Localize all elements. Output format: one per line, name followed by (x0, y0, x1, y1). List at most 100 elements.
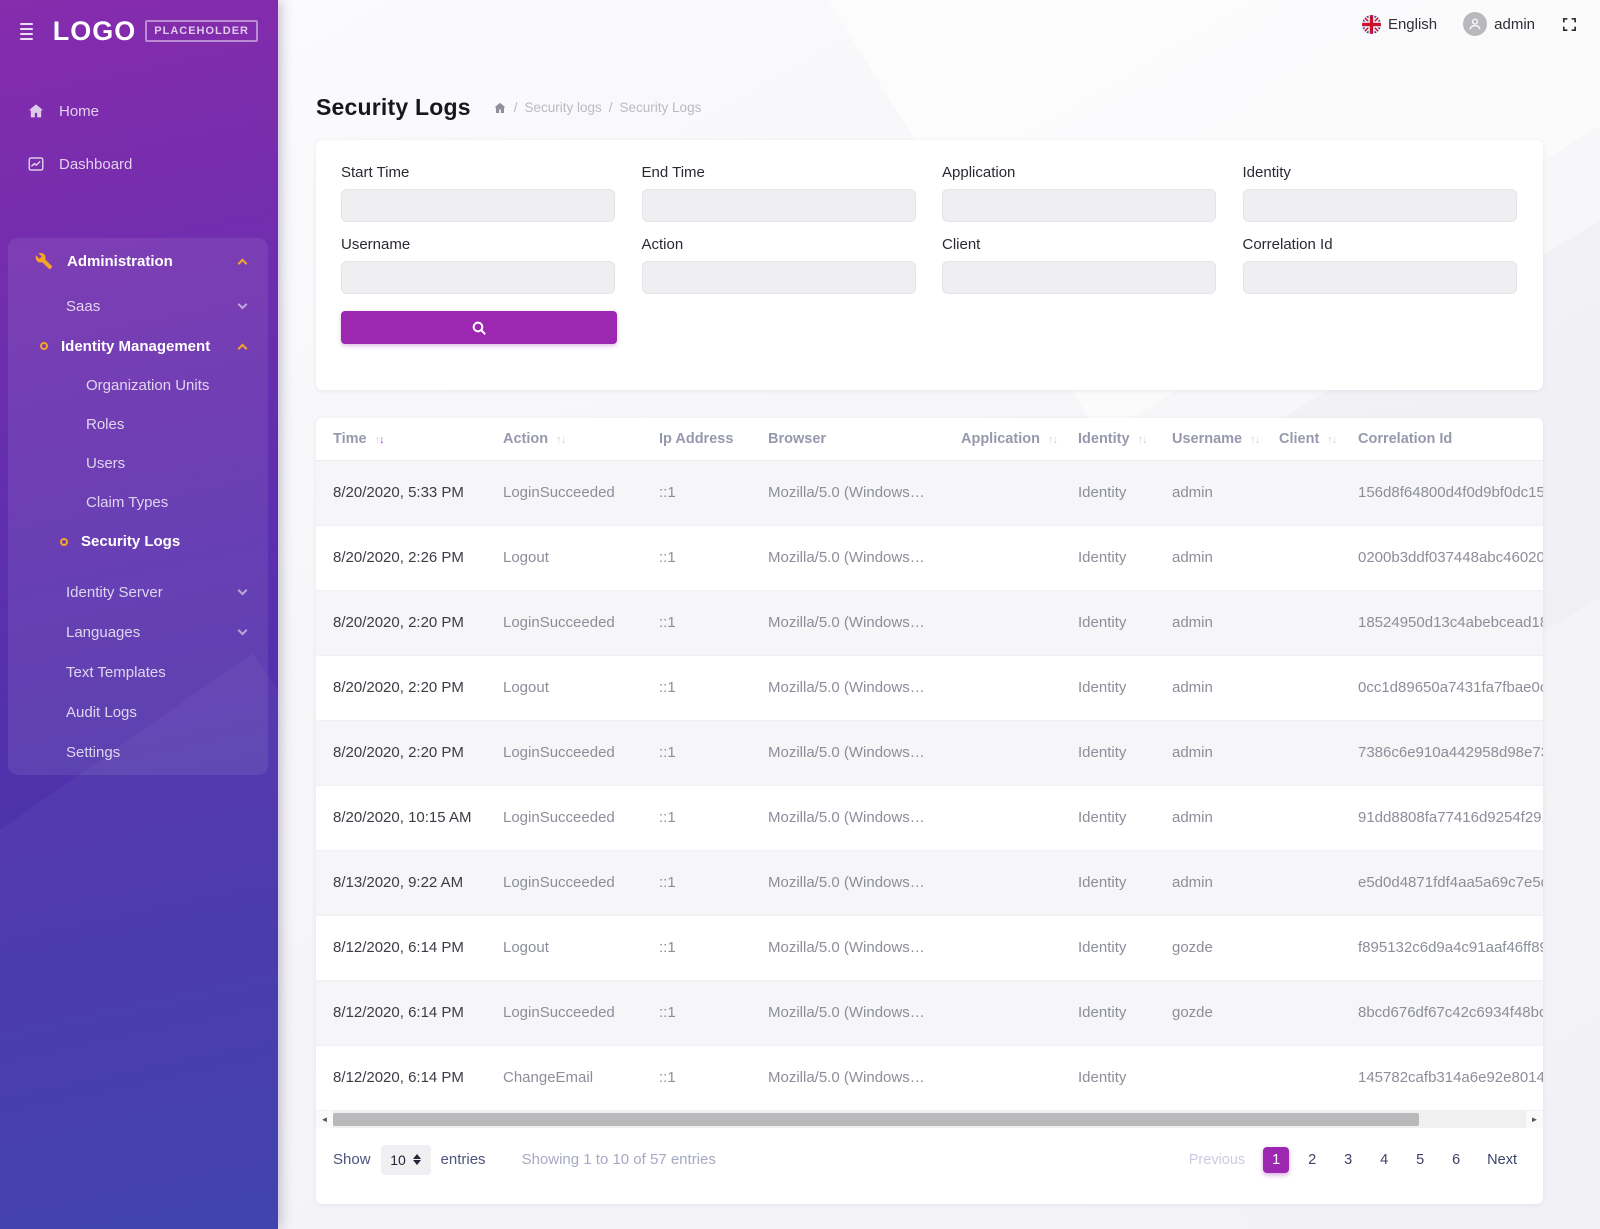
cell-client (1262, 1045, 1341, 1111)
column-header-correlation-id: Correlation Id (1341, 418, 1543, 461)
wrench-icon (34, 251, 54, 271)
table-row: 8/20/2020, 2:20 PM Logout::1 Mozilla/5.0 (… (316, 655, 1543, 721)
column-header-action[interactable]: Action ↑ ↓ (486, 418, 642, 461)
cell-application (944, 590, 1061, 656)
username-label: admin (1494, 15, 1535, 33)
filter-field-action: Action (641, 236, 916, 294)
table-row: 8/20/2020, 2:20 PM LoginSucceeded::1 Mozil… (316, 590, 1543, 656)
scrollbar-right-arrow-icon[interactable]: ► (1530, 1114, 1539, 1124)
cell-action: Logout (486, 525, 642, 591)
cell-username: gozde (1155, 980, 1262, 1046)
cell-correlation-id: 8bcd676df67c42c6934f48bcd676 (1341, 980, 1543, 1046)
page-button-4[interactable]: 4 (1380, 1151, 1389, 1168)
horizontal-scrollbar: ◄ ► (316, 1110, 1543, 1128)
next-page-button[interactable]: Next (1487, 1151, 1517, 1168)
logo[interactable]: LOGO (52, 15, 137, 46)
cell-correlation-id: 156d8f64800d4f0d9bf0dc156d8f (1341, 460, 1543, 526)
home-breadcrumb-icon[interactable] (493, 101, 507, 115)
username-input[interactable] (341, 261, 615, 294)
filter-field-username: Username (341, 236, 615, 294)
sidebar-item-text-templates[interactable]: Text Templates (8, 652, 268, 692)
language-selector[interactable]: English (1361, 14, 1437, 34)
column-header-browser: Browser (751, 418, 944, 461)
cell-client (1262, 850, 1341, 916)
column-header-identity[interactable]: Identity ↑ ↓ (1061, 418, 1155, 461)
search-button[interactable] (341, 311, 617, 344)
page-button-2[interactable]: 2 (1308, 1151, 1317, 1168)
hamburger-menu-icon[interactable] (20, 22, 33, 40)
page-button-5[interactable]: 5 (1416, 1151, 1425, 1168)
sidebar-item-roles[interactable]: Roles (8, 405, 268, 444)
cell-action: LoginSucceeded (486, 785, 642, 851)
end-time-input[interactable] (641, 189, 916, 222)
column-header-username[interactable]: Username ↑ ↓ (1155, 418, 1262, 461)
cell-application (944, 720, 1061, 786)
sidebar-item-label: Identity Server (66, 583, 163, 601)
table-row: 8/20/2020, 2:20 PM LoginSucceeded::1 Mozil… (316, 720, 1543, 786)
cell-browser: Mozilla/5.0 (Windows… (751, 460, 944, 526)
pagination: Previous 1 2 3 4 5 6 Next (1188, 1146, 1517, 1173)
sidebar-item-claim-types[interactable]: Claim Types (8, 483, 268, 522)
cell-browser: Mozilla/5.0 (Windows… (751, 785, 944, 851)
cell-time: 8/13/2020, 9:22 AM (316, 850, 486, 916)
column-header-application[interactable]: Application ↑ ↓ (944, 418, 1061, 461)
cell-action: Logout (486, 655, 642, 721)
sidebar-item-identity-management[interactable]: Identity Management (8, 326, 268, 366)
sidebar-item-label: Users (86, 455, 126, 472)
breadcrumb: / Security logs / Security Logs (493, 100, 702, 115)
scrollbar-thumb[interactable] (333, 1112, 1419, 1126)
user-menu[interactable]: admin (1463, 12, 1535, 36)
table-row: 8/12/2020, 6:14 PM ChangeEmail::1 Mozilla/… (316, 1045, 1543, 1111)
start-time-input[interactable] (341, 189, 615, 222)
sidebar-item-saas[interactable]: Saas (8, 286, 268, 326)
previous-page-button[interactable]: Previous (1188, 1151, 1246, 1168)
sidebar-item-administration[interactable]: Administration (8, 240, 268, 282)
cell-identity: Identity (1061, 1045, 1155, 1111)
sidebar-item-audit-logs[interactable]: Audit Logs (8, 692, 268, 732)
breadcrumb-item[interactable]: Security Logs (619, 100, 702, 115)
page-size-select[interactable]: 10 (380, 1144, 431, 1175)
sidebar: LOGO PLACEHOLDER Home Dashboard Administ… (0, 0, 278, 1229)
sidebar-item-settings[interactable]: Settings (8, 732, 268, 772)
table-row: 8/12/2020, 6:14 PM LoginSucceeded::1 Mozil… (316, 980, 1543, 1046)
cell-correlation-id: f895132c6d9a4c91aaf46ff89513 (1341, 915, 1543, 981)
cell-time: 8/20/2020, 2:20 PM (316, 655, 486, 721)
column-header-time[interactable]: Time ↑ ↓ (316, 418, 486, 461)
cell-username (1155, 1045, 1262, 1111)
sidebar-item-home[interactable]: Home (0, 90, 278, 132)
cell-application (944, 525, 1061, 591)
client-input[interactable] (942, 261, 1216, 294)
scrollbar-left-arrow-icon[interactable]: ◄ (320, 1114, 329, 1124)
table-row: 8/20/2020, 2:26 PM Logout::1 Mozilla/5.0 (… (316, 525, 1543, 591)
application-input[interactable] (942, 189, 1216, 222)
page-button-6[interactable]: 6 (1452, 1151, 1461, 1168)
table-footer: Show 10 entries Showing 1 to 10 of 57 en… (316, 1128, 1543, 1175)
sidebar-item-security-logs[interactable]: Security Logs (8, 522, 268, 561)
filter-field-start-time: Start Time (341, 164, 615, 222)
table-row: 8/20/2020, 10:15 AM LoginSucceeded::1 Mozi… (316, 785, 1543, 851)
column-header-client[interactable]: Client ↑ ↓ (1262, 418, 1341, 461)
sidebar-item-dashboard[interactable]: Dashboard (0, 143, 278, 185)
correlation-id-input[interactable] (1242, 261, 1517, 294)
chevron-down-icon (237, 299, 248, 310)
cell-ip-address: ::1 (642, 850, 751, 916)
sort-icon: ↑ ↓ (374, 433, 385, 446)
sidebar-item-users[interactable]: Users (8, 444, 268, 483)
page-button-3[interactable]: 3 (1344, 1151, 1353, 1168)
cell-ip-address: ::1 (642, 590, 751, 656)
page-button-1[interactable]: 1 (1263, 1146, 1290, 1173)
sidebar-item-languages[interactable]: Languages (8, 612, 268, 652)
cell-action: LoginSucceeded (486, 720, 642, 786)
sidebar-item-organization-units[interactable]: Organization Units (8, 366, 268, 405)
cell-browser: Mozilla/5.0 (Windows… (751, 850, 944, 916)
sidebar-item-label: Text Templates (66, 663, 166, 681)
field-label: Application (942, 164, 1016, 181)
breadcrumb-item[interactable]: Security logs (524, 100, 602, 115)
action-input[interactable] (641, 261, 916, 294)
sidebar-item-identity-server[interactable]: Identity Server (8, 572, 268, 612)
scrollbar-track[interactable] (333, 1110, 1526, 1128)
fullscreen-button[interactable] (1561, 16, 1578, 33)
cell-browser: Mozilla/5.0 (Windows… (751, 915, 944, 981)
identity-input[interactable] (1242, 189, 1517, 222)
cell-ip-address: ::1 (642, 915, 751, 981)
